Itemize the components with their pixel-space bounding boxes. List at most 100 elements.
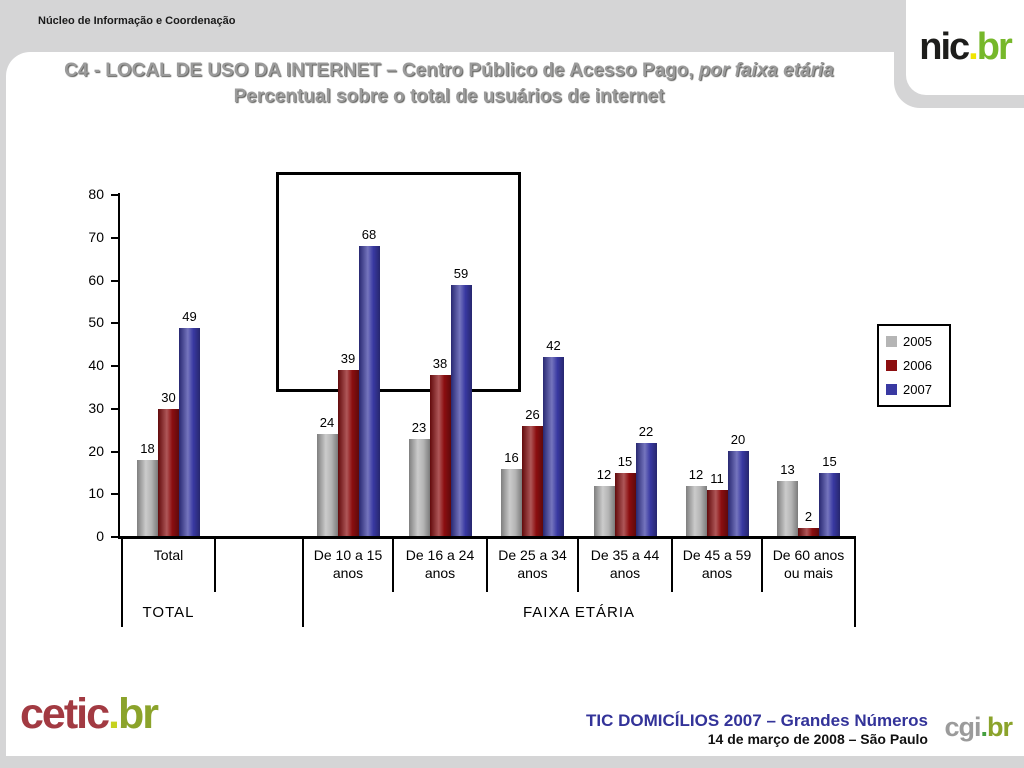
bar-value-label: 11 — [710, 471, 724, 486]
cetic-logo-tld: br — [117, 690, 159, 738]
y-tick-label: 40 — [88, 357, 104, 373]
bar-value-label: 15 — [617, 454, 633, 469]
bar-value-label: 30 — [161, 390, 176, 405]
bar-value-label: 23 — [411, 420, 427, 435]
bar-value-label: 13 — [780, 462, 795, 477]
footer-event-date: 14 de março de 2008 – São Paulo — [707, 731, 928, 748]
category-label-line: anos — [424, 565, 456, 582]
category-label-line: De 16 a 24 — [405, 547, 475, 563]
title-main: C4 - LOCAL DE USO DA INTERNET – Centro P… — [64, 60, 694, 81]
y-tick-label: 10 — [88, 485, 104, 502]
nic-logo-box: nic.br — [906, 0, 1024, 95]
category-label-line: Total — [153, 547, 184, 563]
bar-2006-De 45 a 59 anos — [706, 490, 728, 537]
footer-event-title: TIC DOMICÍLIOS 2007 – Grandes Números — [586, 711, 928, 730]
org-name: Núcleo de Informação e Coordenação — [38, 15, 236, 27]
cetic-logo-name: cetic — [20, 690, 110, 738]
axis-separator — [121, 539, 123, 627]
bar-2007-De 45 a 59 anos — [727, 451, 749, 537]
bar-2007-De 16 a 24 anos — [450, 285, 472, 537]
y-tick — [111, 322, 120, 325]
cetic-logo: cetic.br — [20, 690, 159, 739]
group-label-faixa-etaria: FAIXA ETÁRIA — [522, 604, 636, 621]
cgi-logo-dot: . — [980, 712, 987, 742]
bar-value-label: 12 — [596, 467, 612, 482]
category-label-line: anos — [701, 565, 733, 582]
category-label-line: De 35 a 44 — [590, 547, 660, 563]
legend-swatch — [886, 384, 897, 395]
bar-2005-De 16 a 24 anos — [408, 439, 430, 537]
category-label: Total — [123, 546, 214, 564]
bar-value-label: 16 — [504, 450, 519, 465]
x-axis — [118, 536, 856, 539]
legend: 2005 2006 2007 — [877, 324, 951, 407]
bar-2006-De 35 a 44 anos — [614, 473, 636, 537]
y-tick — [111, 194, 120, 196]
footer-text: TIC DOMICÍLIOS 2007 – Grandes Números 14… — [586, 710, 928, 749]
category-label-line: De 10 a 15 — [313, 547, 383, 563]
bar-value-label: 42 — [546, 338, 561, 353]
highlight-box — [276, 172, 521, 392]
axis-separator — [214, 539, 216, 592]
bar-2006-Total — [158, 409, 179, 537]
bar-2006-De 16 a 24 anos — [429, 375, 451, 537]
group-label-total: TOTAL — [142, 604, 195, 621]
bar-2007-Total — [179, 328, 200, 537]
y-tick — [111, 365, 120, 367]
bar-value-label: 22 — [638, 424, 654, 439]
legend-item-2006: 2006 — [886, 358, 942, 373]
bar-value-label: 59 — [453, 266, 469, 281]
category-label: De 45 a 59 anos — [673, 546, 761, 582]
category-label-line: ou mais — [783, 565, 834, 582]
axis-separator — [761, 539, 763, 592]
y-tick-label: 20 — [88, 442, 104, 459]
category-label-line: anos — [609, 565, 641, 582]
bar-value-label: 68 — [361, 227, 377, 242]
bar-value-label: 49 — [182, 309, 197, 324]
bar-2005-De 10 a 15 anos — [316, 434, 338, 537]
y-tick — [111, 407, 120, 410]
bar-value-label: 39 — [340, 351, 356, 366]
cgi-logo-name: cgi — [944, 712, 981, 742]
category-label-line: anos — [332, 565, 364, 582]
category-label-line: De 60 anos — [772, 547, 845, 563]
main-panel — [6, 52, 1024, 756]
bar-2006-De 10 a 15 anos — [337, 370, 359, 537]
axis-separator — [577, 539, 579, 592]
bar-value-label: 38 — [432, 356, 448, 371]
axis-separator — [854, 539, 856, 627]
legend-item-2005: 2005 — [886, 334, 942, 349]
category-label: De 60 anos ou mais — [763, 546, 854, 582]
bar-2005-Total — [137, 460, 158, 537]
bar-2006-De 60 anos ou mais — [798, 528, 819, 537]
nic-logo-name: nic — [919, 26, 970, 68]
y-tick-label: 50 — [88, 314, 104, 331]
legend-label: 2006 — [903, 358, 932, 373]
title-line-1: C4 - LOCAL DE USO DA INTERNET – Centro P… — [8, 58, 890, 84]
bar-value-label: 24 — [319, 415, 335, 430]
y-tick-label: 30 — [88, 399, 104, 416]
y-axis — [118, 193, 120, 539]
axis-separator — [302, 539, 304, 627]
bar-2007-De 25 a 34 anos — [543, 357, 564, 537]
bar-2006-De 25 a 34 anos — [522, 426, 543, 537]
legend-swatch — [886, 336, 897, 347]
nic-logo: nic.br — [919, 26, 1012, 69]
y-tick — [111, 493, 120, 496]
axis-separator — [671, 539, 673, 592]
bar-value-label: 2 — [804, 509, 813, 524]
title-subtitle: Percentual sobre o total de usuários de … — [233, 85, 665, 107]
cgi-logo: cgi.br — [944, 712, 1013, 743]
category-label: De 25 a 34 anos — [488, 546, 577, 582]
bar-value-label: 26 — [525, 407, 540, 422]
y-tick-label: 60 — [88, 271, 104, 288]
cgi-logo-tld: br — [987, 712, 1013, 742]
bar-2007-De 35 a 44 anos — [635, 443, 657, 537]
bar-value-label: 12 — [688, 467, 704, 482]
y-tick — [111, 279, 120, 282]
y-tick-label: 80 — [88, 186, 104, 202]
axis-separator — [392, 539, 394, 592]
title-italic: por faixa etária — [698, 60, 834, 81]
